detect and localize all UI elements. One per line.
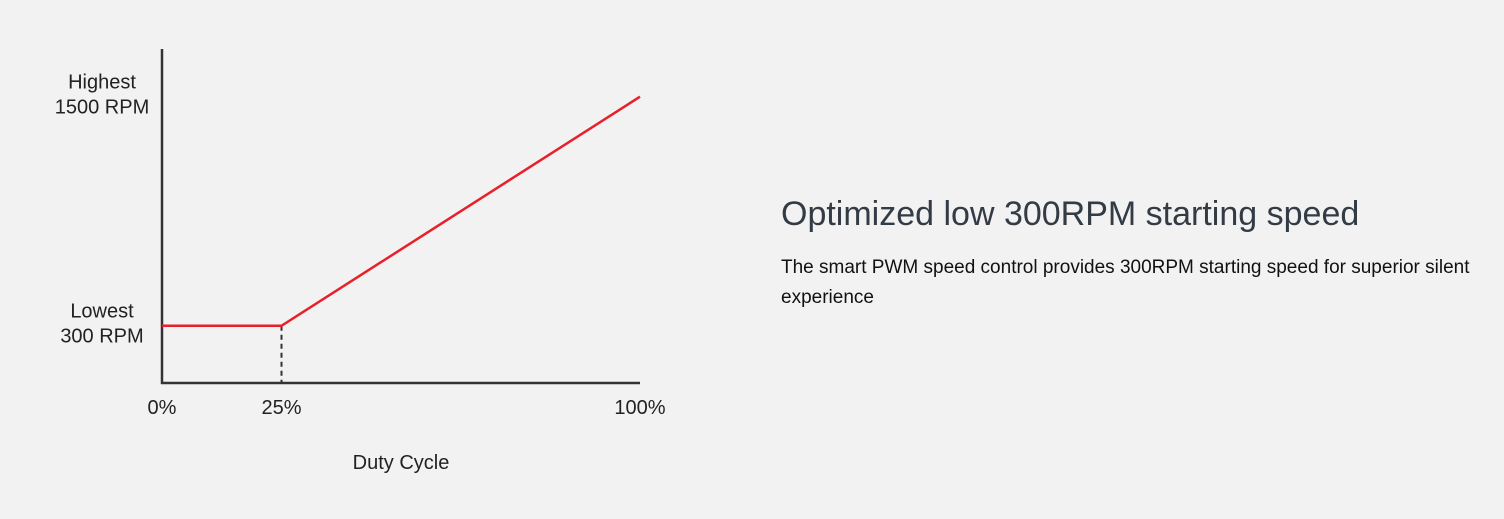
- feature-title: Optimized low 300RPM starting speed: [781, 195, 1360, 233]
- y-tick-label-line: 1500 RPM: [55, 97, 150, 119]
- x-tick-label: 25%: [261, 397, 301, 419]
- chart-series: [162, 95, 641, 327]
- chart-axes: [160, 49, 640, 385]
- feature-description: The smart PWM speed control provides 300…: [781, 257, 1470, 308]
- y-tick-label: Lowest 300 RPM: [60, 301, 143, 348]
- x-tick-label: 100%: [614, 397, 665, 419]
- rpm-duty-cycle-chart: 0% 25% 100% Highest 1500 RPM Lowest 300 RPM D…: [55, 49, 666, 474]
- x-tick-label: 0%: [148, 397, 177, 419]
- y-tick-label-line: Lowest: [70, 301, 134, 323]
- y-tick-labels: Highest 1500 RPM Lowest 300 RPM: [55, 72, 150, 348]
- y-tick-label-line: 300 RPM: [60, 326, 143, 348]
- x-tick-labels: 0% 25% 100%: [148, 397, 666, 419]
- feature-block: Optimized low 300RPM starting speed The …: [781, 193, 1471, 313]
- y-tick-label-line: Highest: [68, 72, 136, 94]
- rpm-series-line: [162, 95, 641, 327]
- x-axis-label: Duty Cycle: [353, 452, 450, 474]
- y-tick-label: Highest 1500 RPM: [55, 72, 150, 119]
